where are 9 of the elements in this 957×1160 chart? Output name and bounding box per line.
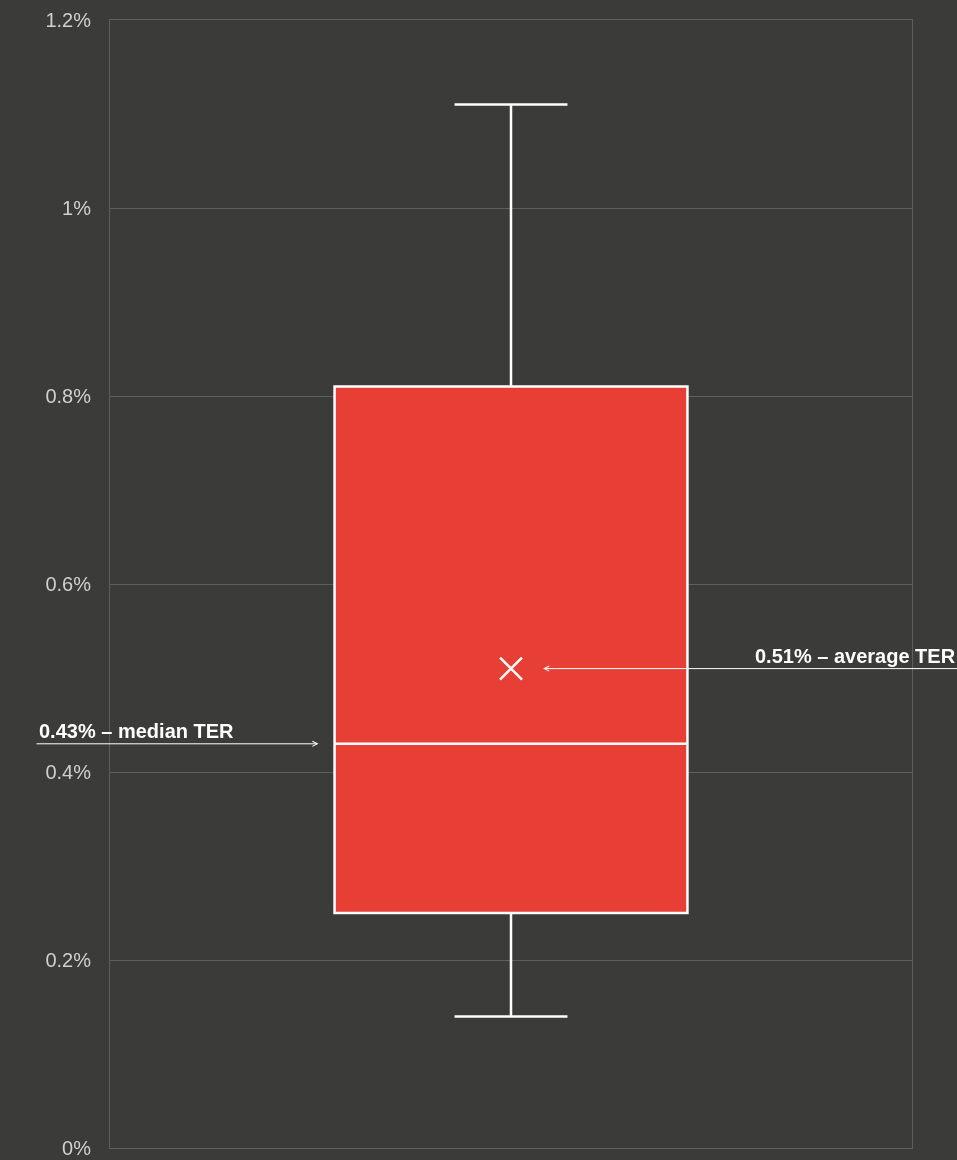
y-tick-label: 1% — [62, 197, 92, 219]
y-tick-label: 0.6% — [45, 573, 92, 595]
annotation: 0.51% – average TER — [755, 645, 956, 667]
y-tick-label: 0.8% — [45, 385, 92, 407]
y-tick-label: 0.2% — [45, 949, 92, 971]
annotation: 0.43% – median TER — [39, 720, 235, 742]
y-tick-label: 0.4% — [45, 761, 92, 783]
y-tick-label: 0% — [62, 1137, 92, 1159]
y-tick-label: 1.2% — [45, 9, 92, 31]
